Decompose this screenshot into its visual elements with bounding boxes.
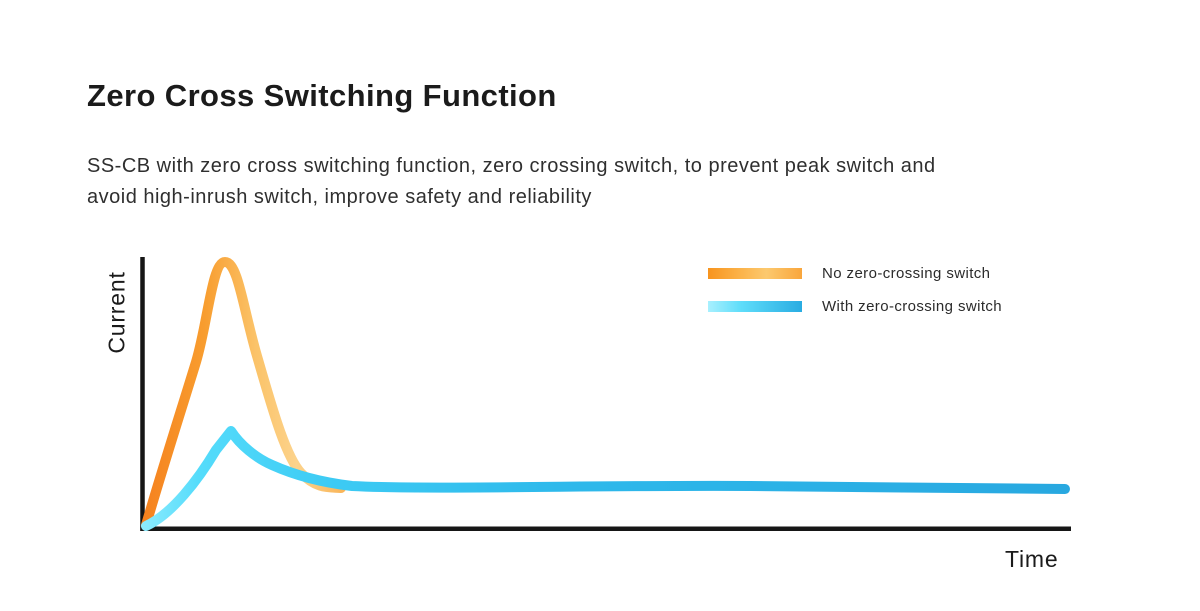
legend-label-with-zero-crossing: With zero-crossing switch (822, 298, 1003, 315)
legend-swatch-with-zero-crossing (708, 301, 802, 312)
description-line-1: SS-CB with zero cross switching function… (87, 155, 936, 177)
x-axis-label: Time (1005, 546, 1059, 572)
page-title: Zero Cross Switching Function (87, 78, 557, 113)
y-axis-label: Current (103, 271, 130, 354)
with-zero-crossing-curve (141, 426, 1070, 531)
legend-label-no-zero-crossing: No zero-crossing switch (822, 265, 991, 282)
legend-swatch-no-zero-crossing (708, 268, 802, 279)
no-zero-crossing-curve (141, 257, 346, 530)
description-line-2: avoid high-inrush switch, improve safety… (87, 186, 592, 208)
description-text: SS-CB with zero cross switching function… (87, 151, 936, 213)
